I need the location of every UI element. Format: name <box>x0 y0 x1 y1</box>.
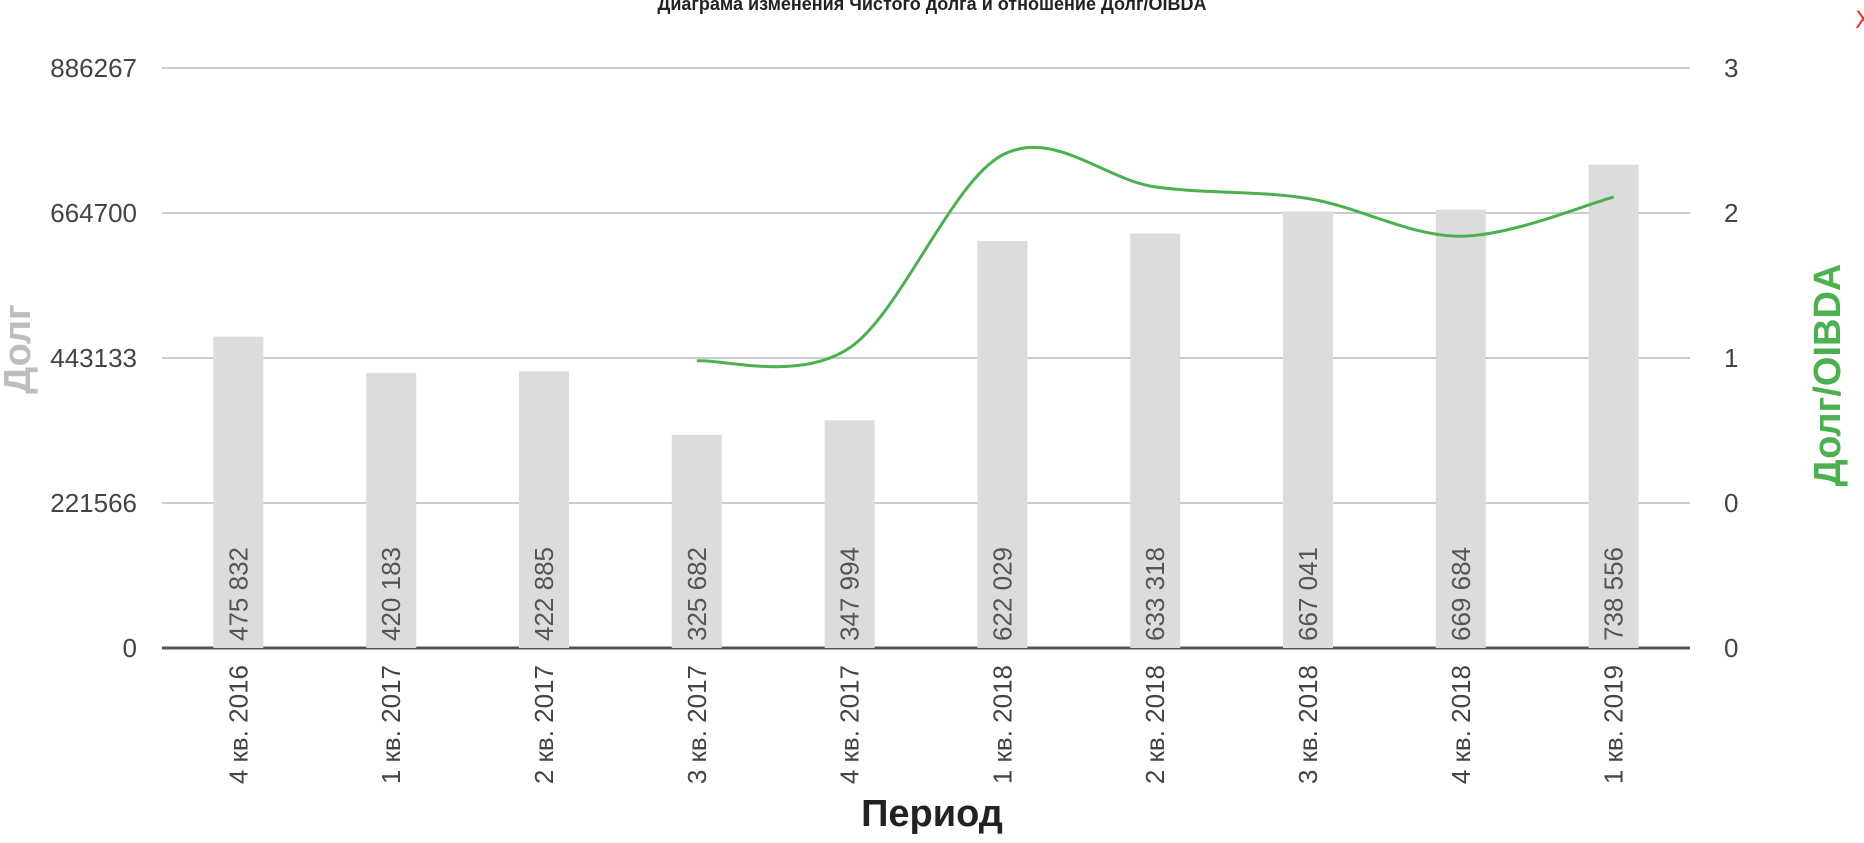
left-axis-ticks: 0 221566 443133 664700 886267 <box>50 53 137 663</box>
left-tick-label: 886267 <box>50 53 137 83</box>
bar-value-label: 325 682 <box>682 547 712 641</box>
y-axis-left-label: Долг <box>0 304 39 394</box>
bar <box>824 420 875 648</box>
right-tick-label: 2 <box>1724 198 1738 228</box>
bar-value-label: 347 994 <box>835 547 865 641</box>
x-tick-label: 4 кв. 2017 <box>835 665 865 784</box>
bar <box>1435 209 1486 649</box>
x-tick-label: 2 кв. 2017 <box>529 665 559 784</box>
grid-lines <box>162 67 1690 650</box>
left-tick-label: 664700 <box>50 198 137 228</box>
bar <box>1283 211 1333 648</box>
right-tick-label: 0 <box>1724 633 1738 663</box>
chart-title: Диаграма изменения Чистого долга и отнош… <box>658 0 1207 14</box>
bar-value-label: 738 556 <box>1599 547 1629 641</box>
bar-value-label: 669 684 <box>1446 547 1476 641</box>
ratio-line-series <box>696 145 1614 369</box>
x-tick-label: 1 кв. 2018 <box>987 665 1017 784</box>
bar <box>977 240 1028 648</box>
bar <box>1130 233 1181 649</box>
x-tick-label: 4 кв. 2016 <box>223 665 253 784</box>
bar <box>1588 164 1639 648</box>
right-tick-label: 1 <box>1724 343 1738 373</box>
left-tick-label: 443133 <box>50 343 137 373</box>
y-axis-right-label: Долг/OIBDA <box>1807 264 1849 487</box>
x-tick-label: 1 кв. 2017 <box>376 665 406 784</box>
bar <box>519 371 569 648</box>
left-tick-label: 221566 <box>50 488 137 518</box>
bar-value-labels: 475 832 420 183 422 885 325 682 347 994 622 0… <box>223 547 1628 641</box>
x-tick-label: 3 кв. 2018 <box>1293 665 1323 784</box>
right-axis-ticks: 0 0 1 2 3 <box>1724 53 1738 663</box>
x-tick-label: 1 кв. 2019 <box>1599 665 1629 784</box>
bar <box>213 336 264 648</box>
close-icon[interactable]: X <box>1855 6 1864 34</box>
bar-value-label: 475 832 <box>223 547 253 641</box>
x-tick-label: 2 кв. 2018 <box>1140 665 1170 784</box>
bar-series <box>213 164 1639 649</box>
left-tick-label: 0 <box>123 633 137 663</box>
bar-value-label: 422 885 <box>529 547 559 641</box>
bar-value-label: 667 041 <box>1293 547 1323 641</box>
x-axis-ticks: 4 кв. 2016 1 кв. 2017 2 кв. 2017 3 кв. 2017… <box>223 665 1628 784</box>
x-tick-label: 3 кв. 2017 <box>682 665 712 784</box>
bar-value-label: 420 183 <box>376 547 406 641</box>
right-tick-label: 0 <box>1724 488 1738 518</box>
bar <box>366 373 417 648</box>
right-tick-label: 3 <box>1724 53 1738 83</box>
x-axis-label: Период <box>861 793 1003 835</box>
bar <box>671 434 722 648</box>
x-tick-label: 4 кв. 2018 <box>1446 665 1476 784</box>
bar-value-label: 633 318 <box>1140 547 1170 641</box>
ratio-line <box>696 145 1614 369</box>
bar-value-label: 622 029 <box>987 547 1017 641</box>
